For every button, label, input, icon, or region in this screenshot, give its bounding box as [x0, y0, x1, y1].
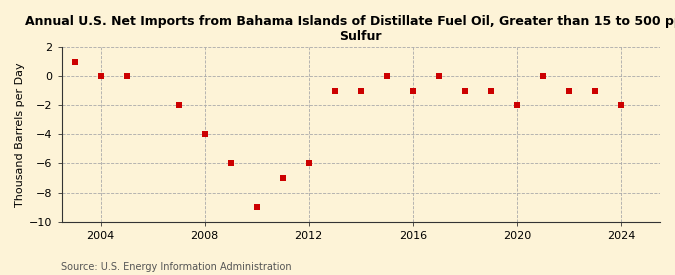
Point [564, 89, 574, 93]
Point [95, 74, 106, 78]
Point [355, 89, 366, 93]
Point [225, 161, 236, 166]
Point [485, 89, 496, 93]
Point [329, 89, 340, 93]
Point [199, 132, 210, 136]
Point [537, 74, 548, 78]
Point [616, 103, 626, 108]
Point [69, 59, 80, 64]
Y-axis label: Thousand Barrels per Day: Thousand Barrels per Day [15, 62, 25, 207]
Point [173, 103, 184, 108]
Point [381, 74, 392, 78]
Point [277, 176, 288, 180]
Text: Source: U.S. Energy Information Administration: Source: U.S. Energy Information Administ… [61, 262, 292, 272]
Point [589, 89, 600, 93]
Point [408, 89, 418, 93]
Point [303, 161, 314, 166]
Point [122, 74, 132, 78]
Point [512, 103, 522, 108]
Point [251, 205, 262, 209]
Point [433, 74, 444, 78]
Title: Annual U.S. Net Imports from Bahama Islands of Distillate Fuel Oil, Greater than: Annual U.S. Net Imports from Bahama Isla… [26, 15, 675, 43]
Point [460, 89, 470, 93]
